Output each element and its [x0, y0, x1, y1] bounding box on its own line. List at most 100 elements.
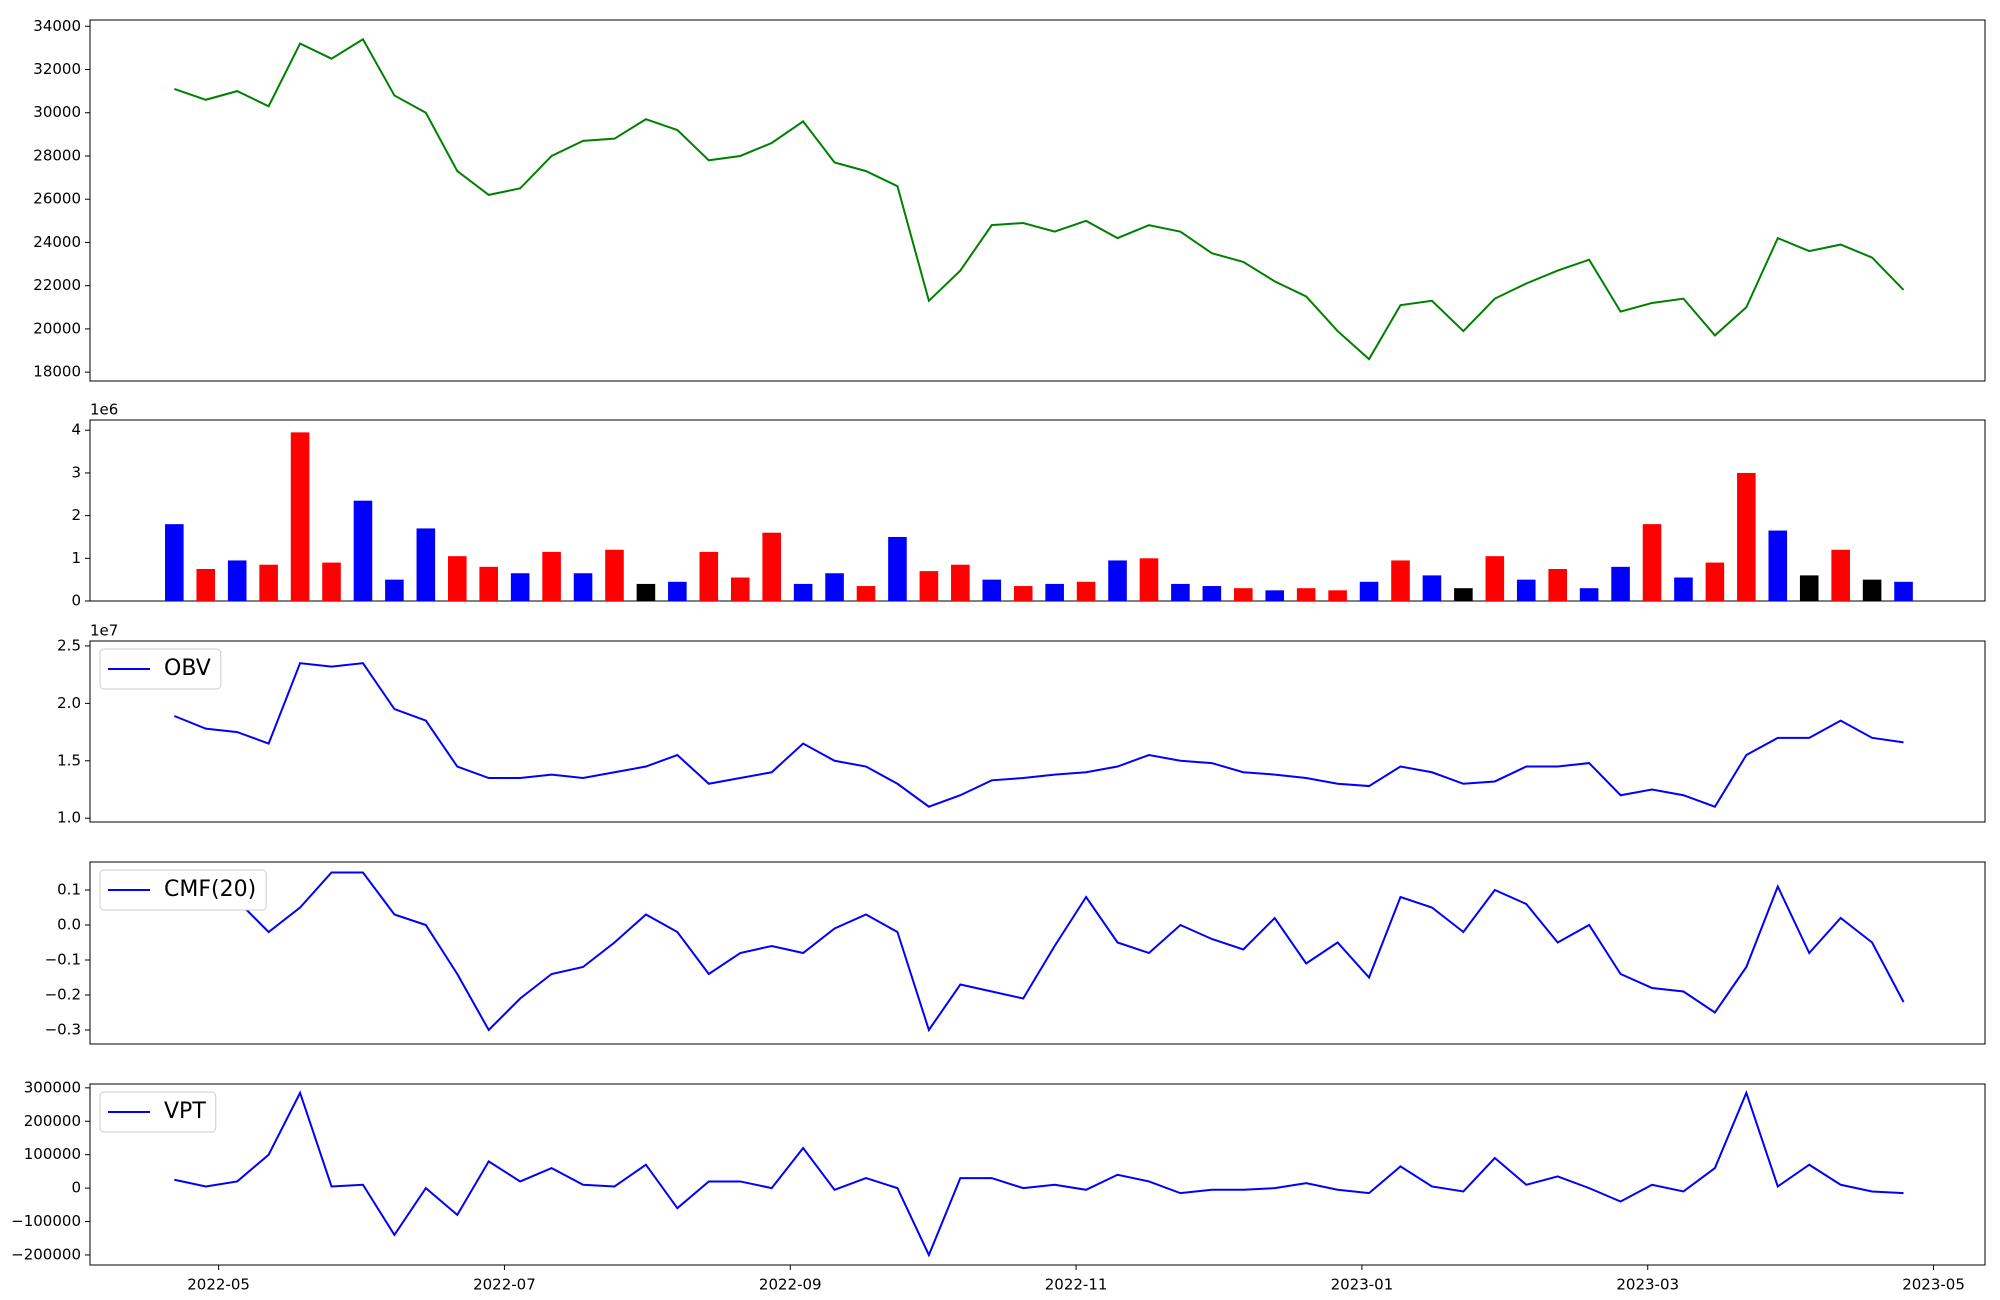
bar	[227, 560, 247, 601]
y-tick-label: 1.5	[57, 751, 81, 769]
bar	[1296, 588, 1316, 601]
bar	[1076, 581, 1096, 601]
line	[174, 1090, 1904, 1258]
x-tick-label: 2022-11	[1045, 1276, 1108, 1294]
y-tick-label: 200000	[24, 1112, 81, 1130]
y-tick-label: 100000	[24, 1145, 81, 1163]
x-tick-label: 2023-05	[1902, 1276, 1965, 1294]
legend: CMF(20)	[99, 869, 267, 911]
y-tick-label: 32000	[33, 60, 81, 78]
legend-label: CMF(20)	[164, 877, 256, 902]
axes-frame	[89, 640, 1986, 823]
y-tick-label: 0	[71, 592, 81, 610]
y-tick-label: 0.1	[57, 881, 81, 899]
axes-frame	[89, 861, 1986, 1045]
bar	[1485, 556, 1505, 601]
y-tick-label: 30000	[33, 103, 81, 121]
y-tick-label: 2.5	[57, 636, 81, 654]
y-tick-label: −0.1	[45, 951, 81, 969]
bar	[730, 577, 750, 601]
y-tick-label: 20000	[33, 319, 81, 337]
y-tick-label: 34000	[33, 17, 81, 35]
bar	[259, 564, 278, 601]
bar	[1737, 472, 1756, 601]
bar	[1139, 558, 1159, 601]
bar	[1013, 586, 1033, 601]
bar	[1705, 562, 1725, 601]
bar	[1454, 588, 1473, 601]
y-tick-label: 2.0	[57, 694, 81, 712]
line	[173, 662, 1904, 808]
line	[173, 37, 1905, 361]
y-tick-label: 1	[71, 549, 81, 567]
legend-box	[99, 869, 267, 911]
bar	[416, 528, 436, 601]
bar	[1422, 575, 1442, 601]
bar	[1548, 568, 1567, 601]
y-tick-label: 0	[71, 1179, 81, 1197]
y-tick-label: 0.0	[57, 916, 81, 934]
y-tick-label: 26000	[33, 190, 81, 208]
bar	[636, 583, 656, 601]
y-tick-label: −200000	[11, 1245, 81, 1263]
bar	[165, 524, 184, 601]
axes-frame	[89, 19, 1986, 382]
bar	[573, 573, 593, 601]
bar	[510, 573, 530, 601]
bar	[1831, 549, 1850, 601]
y-tick-label: 3	[71, 463, 81, 481]
axes-frame	[89, 1083, 1986, 1266]
bar	[1799, 575, 1819, 601]
legend: OBV	[99, 648, 222, 690]
y-tick-label: 300000	[24, 1078, 81, 1096]
x-tick-label: 2022-05	[187, 1276, 250, 1294]
bar	[668, 581, 687, 601]
y-tick-label: 4	[71, 421, 81, 439]
bar	[196, 568, 216, 601]
legend-box	[99, 1091, 217, 1133]
offset-label: 1e7	[90, 622, 118, 640]
axes-frame	[89, 419, 1986, 602]
y-tick-label: 2	[71, 506, 81, 524]
x-tick-label: 2022-07	[473, 1276, 536, 1294]
y-tick-label: 18000	[33, 363, 81, 381]
y-tick-label: −0.2	[45, 986, 81, 1004]
bar	[1108, 560, 1127, 601]
y-tick-label: 24000	[33, 233, 81, 251]
bar	[919, 571, 939, 601]
y-tick-label: 22000	[33, 276, 81, 294]
bar	[982, 579, 1002, 601]
legend-label: VPT	[164, 1099, 206, 1124]
bar	[322, 562, 341, 601]
bar	[1328, 590, 1347, 601]
bar	[1516, 579, 1536, 601]
bar	[1359, 581, 1379, 601]
y-tick-label: −100000	[11, 1212, 81, 1230]
bar	[762, 532, 781, 601]
bar	[856, 586, 876, 601]
bar	[1391, 560, 1410, 601]
line	[173, 871, 1905, 1033]
legend-label: OBV	[164, 656, 211, 681]
y-tick-label: 1.0	[57, 809, 81, 827]
bar	[1202, 586, 1222, 601]
bar	[1234, 588, 1253, 601]
bar	[1611, 566, 1630, 601]
bar	[385, 579, 404, 601]
bar	[951, 564, 970, 601]
bar	[605, 549, 624, 601]
bar	[699, 551, 719, 601]
bar	[1045, 583, 1064, 601]
bar	[1642, 524, 1662, 601]
x-tick-label: 2022-09	[759, 1276, 822, 1294]
y-tick-label: −0.3	[45, 1021, 81, 1039]
bar	[793, 583, 813, 601]
bar	[542, 551, 561, 601]
bar	[1171, 583, 1190, 601]
y-tick-label: 28000	[33, 146, 81, 164]
bar	[825, 573, 844, 601]
bar	[1768, 530, 1788, 601]
bar	[1674, 577, 1693, 601]
